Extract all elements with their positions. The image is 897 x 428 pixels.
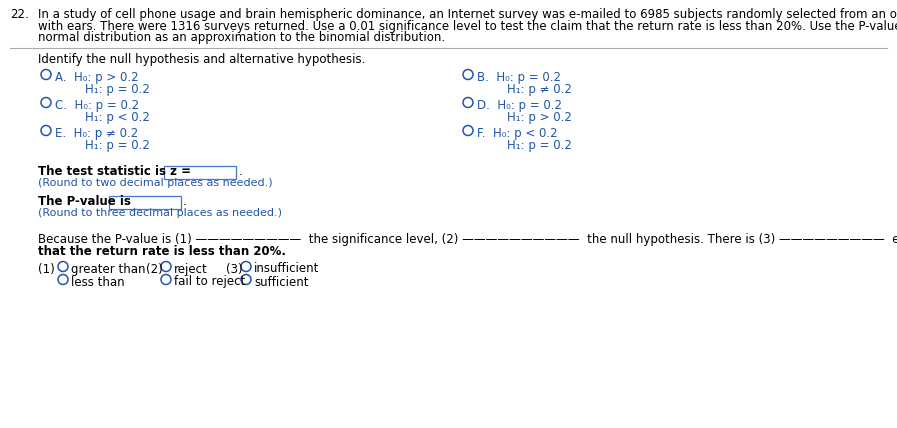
Text: with ears. There were 1316 surveys returned. Use a 0.01 significance level to te: with ears. There were 1316 surveys retur… [38, 20, 897, 33]
Text: reject: reject [174, 262, 208, 276]
Text: D.  H₀: p = 0.2: D. H₀: p = 0.2 [477, 98, 562, 112]
FancyBboxPatch shape [109, 196, 180, 208]
Text: The test statistic is z =: The test statistic is z = [38, 164, 191, 178]
Text: (3): (3) [226, 262, 242, 276]
Text: 22.: 22. [10, 8, 29, 21]
Text: sufficient: sufficient [254, 276, 309, 288]
Text: A.  H₀: p > 0.2: A. H₀: p > 0.2 [55, 71, 139, 83]
Text: H₁: p = 0.2: H₁: p = 0.2 [507, 139, 572, 152]
Text: C.  H₀: p = 0.2: C. H₀: p = 0.2 [55, 98, 139, 112]
Text: B.  H₀: p = 0.2: B. H₀: p = 0.2 [477, 71, 561, 83]
FancyBboxPatch shape [164, 166, 236, 178]
Text: E.  H₀: p ≠ 0.2: E. H₀: p ≠ 0.2 [55, 127, 138, 140]
Text: .: . [239, 164, 242, 178]
Text: H₁: p = 0.2: H₁: p = 0.2 [85, 139, 150, 152]
Text: normal distribution as an approximation to the binomial distribution.: normal distribution as an approximation … [38, 31, 445, 44]
Text: H₁: p < 0.2: H₁: p < 0.2 [85, 110, 150, 124]
Text: H₁: p ≠ 0.2: H₁: p ≠ 0.2 [507, 83, 572, 95]
Text: (2): (2) [146, 262, 162, 276]
Text: that the return rate is less than 20%.: that the return rate is less than 20%. [38, 244, 286, 258]
Text: (Round to two decimal places as needed.): (Round to two decimal places as needed.) [38, 178, 273, 187]
Text: greater than: greater than [71, 262, 145, 276]
Text: (Round to three decimal places as needed.): (Round to three decimal places as needed… [38, 208, 282, 217]
Text: less than: less than [71, 276, 125, 288]
Text: insufficient: insufficient [254, 262, 319, 276]
Text: Identify the null hypothesis and alternative hypothesis.: Identify the null hypothesis and alterna… [38, 53, 365, 65]
Text: H₁: p = 0.2: H₁: p = 0.2 [85, 83, 150, 95]
Text: F.  H₀: p < 0.2: F. H₀: p < 0.2 [477, 127, 558, 140]
Text: H₁: p > 0.2: H₁: p > 0.2 [507, 110, 572, 124]
Text: fail to reject: fail to reject [174, 276, 245, 288]
Text: In a study of cell phone usage and brain hemispheric dominance, an Internet surv: In a study of cell phone usage and brain… [38, 8, 897, 21]
Text: (1): (1) [38, 262, 55, 276]
Text: .: . [183, 194, 187, 208]
Text: The P-value is: The P-value is [38, 194, 131, 208]
Text: Because the P-value is (1) —————————  the significance level, (2) ——————————  th: Because the P-value is (1) ————————— the… [38, 232, 897, 246]
